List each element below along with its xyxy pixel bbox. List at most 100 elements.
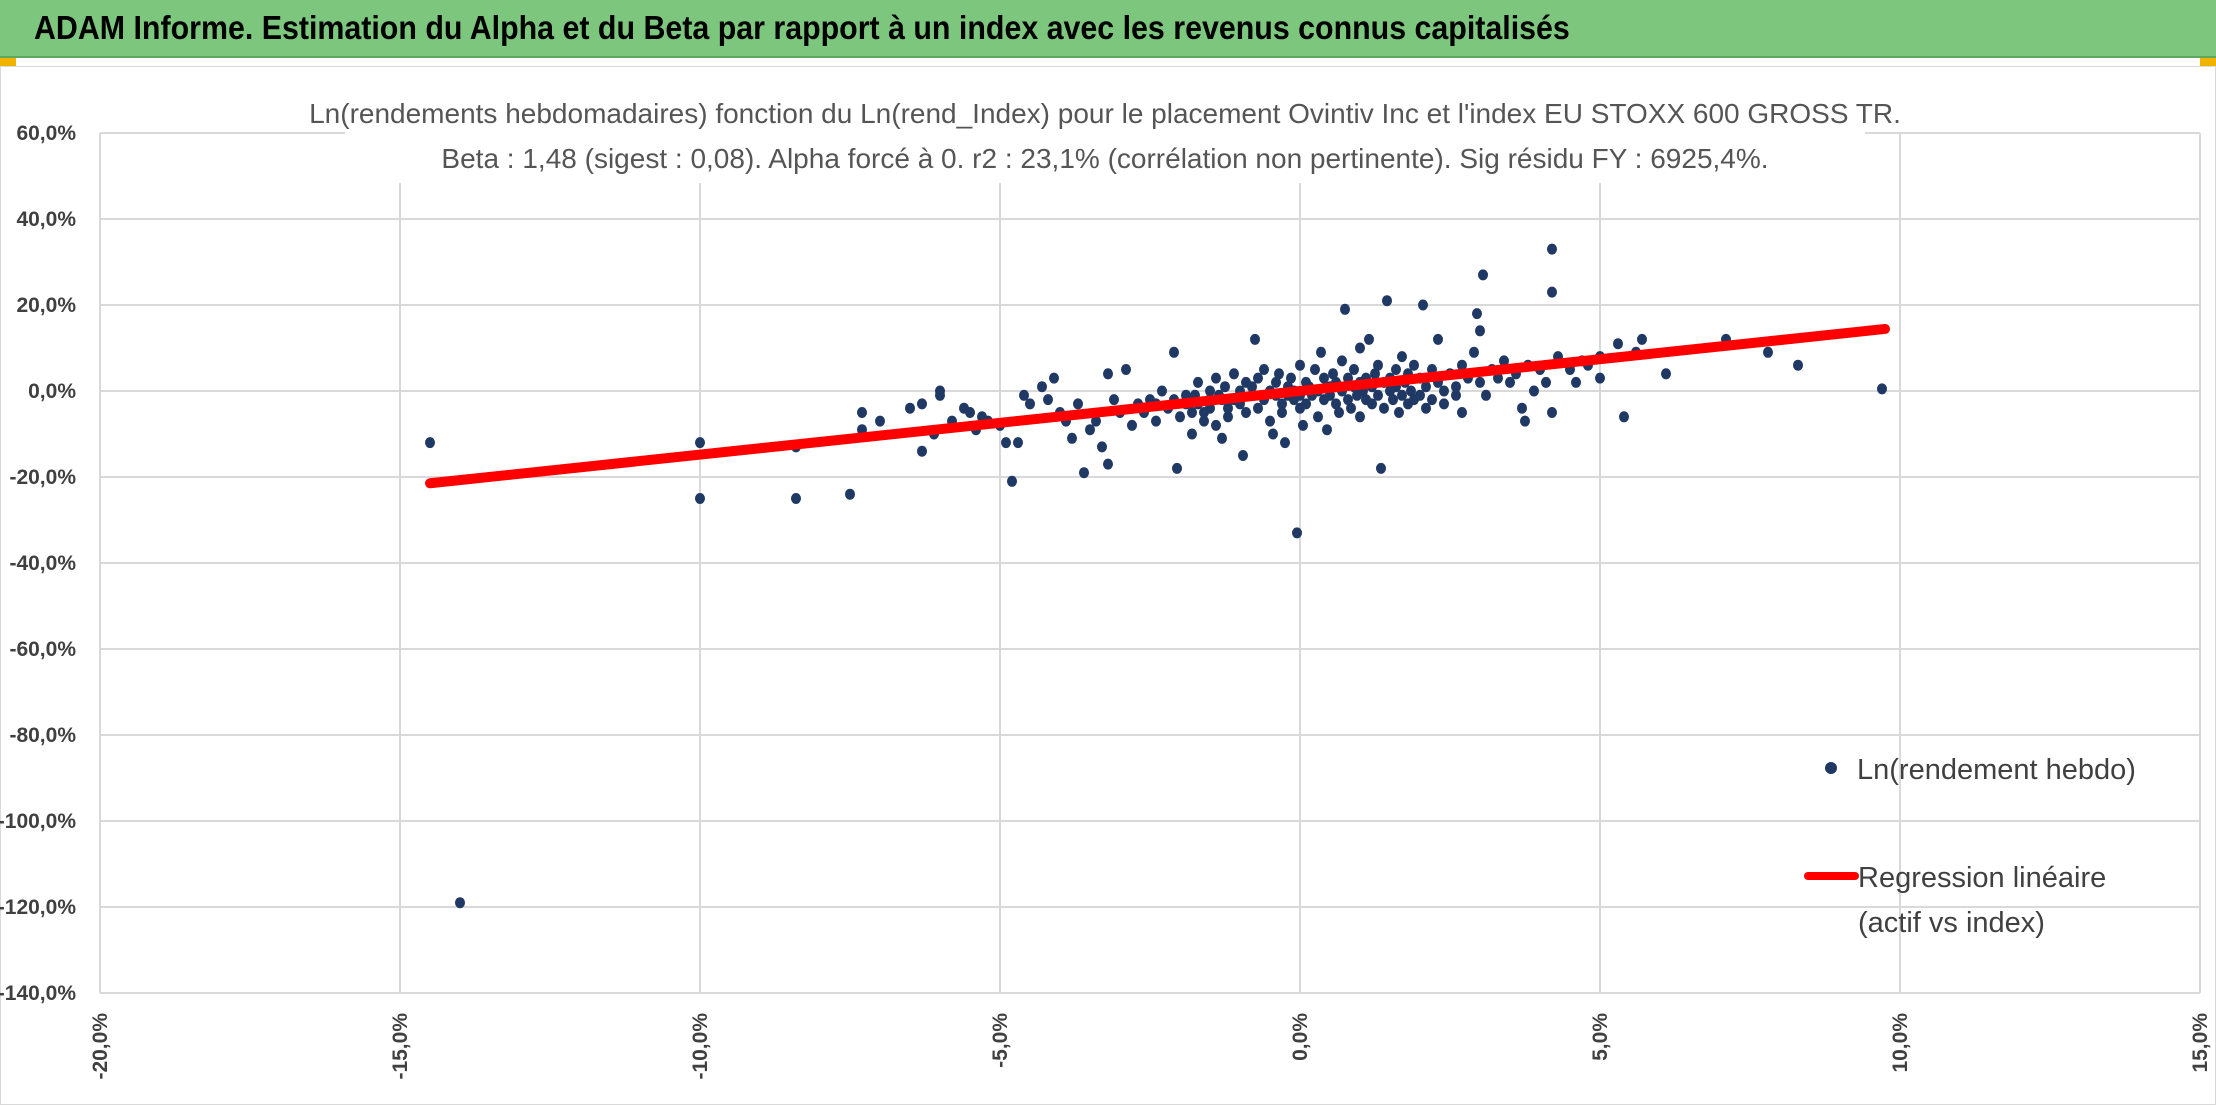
data-point <box>425 437 435 449</box>
data-point <box>1097 441 1107 453</box>
data-point <box>1292 527 1302 539</box>
data-point <box>1505 376 1515 388</box>
data-point <box>1169 346 1179 358</box>
y-tick-label: 40,0% <box>16 208 76 231</box>
data-point <box>1457 359 1467 371</box>
data-point <box>1367 398 1377 410</box>
data-point <box>1175 411 1185 423</box>
legend-marker-points <box>1825 762 1837 774</box>
data-point <box>1217 432 1227 444</box>
x-tick-label: 5,0% <box>1589 1013 1612 1061</box>
data-point <box>1517 402 1527 414</box>
data-point <box>1373 389 1383 401</box>
y-tick-label: 20,0% <box>16 294 76 317</box>
data-point <box>1172 462 1182 474</box>
data-point <box>1295 359 1305 371</box>
data-point <box>1049 372 1059 384</box>
data-point <box>1421 402 1431 414</box>
data-point <box>1547 243 1557 255</box>
data-point <box>857 407 867 418</box>
data-point <box>1391 364 1401 375</box>
data-point <box>1433 333 1443 345</box>
data-point <box>1382 295 1392 307</box>
data-point <box>1661 368 1671 380</box>
y-tick-label: -40,0% <box>9 552 76 575</box>
y-tick-label: -80,0% <box>9 724 76 747</box>
x-axis-tick-labels: -20,0% -15,0% -10,0% -5,0% 0,0% 5,0% 10,0% 15,0… <box>89 1013 2212 1080</box>
data-point <box>1394 407 1404 418</box>
x-tick-label: -5,0% <box>989 1013 1012 1068</box>
data-point <box>1109 394 1119 406</box>
legend-label-regression-line-2: (actif vs index) <box>1858 907 2045 939</box>
x-tick-label: 15,0% <box>2189 1013 2212 1073</box>
data-point <box>1418 299 1428 311</box>
data-point <box>1268 428 1278 440</box>
y-tick-label: -100,0% <box>0 810 76 833</box>
data-point <box>1223 411 1233 423</box>
data-point <box>1493 372 1503 384</box>
chart-title-block: Ln(rendements hebdomadaires) fonction du… <box>309 95 1901 183</box>
data-point <box>1157 385 1167 397</box>
data-point <box>1331 398 1341 410</box>
data-point <box>1481 389 1491 401</box>
data-point <box>905 402 915 414</box>
data-point <box>1397 351 1407 363</box>
data-point <box>1259 364 1269 375</box>
data-point <box>1451 381 1461 393</box>
chart-frame <box>0 66 2216 1105</box>
x-tick-label: 0,0% <box>1289 1013 1312 1061</box>
data-point <box>1547 286 1557 298</box>
data-point <box>1520 415 1530 427</box>
data-point <box>1265 415 1275 427</box>
x-tick-label: 10,0% <box>1889 1013 1912 1073</box>
data-point <box>1313 411 1323 423</box>
data-point <box>1415 389 1425 401</box>
data-point <box>1334 407 1344 418</box>
data-point <box>1223 402 1233 414</box>
y-tick-label: 60,0% <box>16 122 76 145</box>
data-point <box>1211 372 1221 384</box>
data-point <box>1001 437 1011 449</box>
data-point <box>1037 381 1047 393</box>
data-point <box>1469 346 1479 358</box>
data-point <box>1298 419 1308 431</box>
data-point <box>1007 475 1017 487</box>
data-point <box>1595 372 1605 384</box>
x-tick-label: -20,0% <box>89 1013 112 1080</box>
data-point <box>1067 432 1077 444</box>
data-point <box>1127 419 1137 431</box>
data-point <box>1637 333 1647 345</box>
data-point <box>1121 364 1131 375</box>
data-point <box>1193 376 1203 388</box>
data-point <box>1763 346 1773 358</box>
data-point <box>965 407 975 418</box>
chart-legend: Ln(rendement hebdo) Regression linéaire … <box>1804 754 2136 939</box>
data-point <box>1439 385 1449 397</box>
data-point <box>1280 437 1290 449</box>
data-point <box>1322 424 1332 436</box>
data-point <box>1355 342 1365 354</box>
data-point <box>1439 398 1449 410</box>
data-point <box>1547 407 1557 418</box>
corner-marker-top-left <box>0 58 16 66</box>
chart-title-background <box>345 95 1865 183</box>
data-point <box>1472 308 1482 320</box>
data-point <box>1211 419 1221 431</box>
data-point <box>1274 368 1284 380</box>
data-point <box>1478 269 1488 281</box>
data-point <box>875 415 885 427</box>
data-point <box>1337 355 1347 367</box>
data-point <box>1151 415 1161 427</box>
chart-title-line-1: Ln(rendements hebdomadaires) fonction du… <box>309 98 1901 129</box>
data-point <box>1379 402 1389 414</box>
legend-label-regression-line-1: Regression linéaire <box>1858 862 2106 894</box>
data-point <box>1355 411 1365 423</box>
data-point <box>1220 381 1230 393</box>
data-point <box>1370 368 1380 380</box>
data-point <box>1475 325 1485 337</box>
data-point <box>917 398 927 410</box>
legend-label-points: Ln(rendement hebdo) <box>1857 754 2136 786</box>
data-point <box>1409 359 1419 371</box>
data-point <box>455 897 465 909</box>
data-point <box>1340 303 1350 315</box>
